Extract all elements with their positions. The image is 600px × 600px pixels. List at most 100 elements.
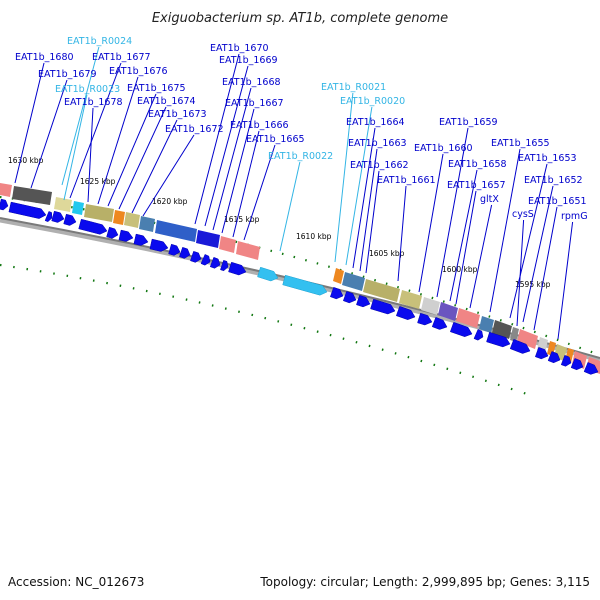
cds-arrow[interactable] bbox=[417, 312, 433, 326]
feature-block[interactable] bbox=[84, 204, 114, 222]
feature-block[interactable] bbox=[479, 316, 494, 333]
gene-label[interactable]: EAT1b_1669 bbox=[219, 55, 278, 66]
cds-arrow[interactable] bbox=[63, 213, 77, 226]
kbp-ruler: 1630 kbp 1625 kbp 1620 kbp 1615 kbp 1610 kbp… bbox=[8, 156, 551, 289]
feature-block[interactable] bbox=[54, 197, 72, 212]
feature-block[interactable] bbox=[363, 279, 400, 302]
cds-arrow[interactable] bbox=[220, 259, 229, 272]
gene-label[interactable]: EAT1b_1653 bbox=[518, 153, 577, 164]
gene-label[interactable]: EAT1b_R0021 bbox=[321, 82, 386, 93]
leader-line bbox=[30, 79, 68, 189]
gene-label[interactable]: EAT1b_1667 bbox=[225, 98, 284, 109]
feature-block[interactable] bbox=[12, 186, 52, 205]
rna-arrow[interactable] bbox=[282, 274, 328, 296]
gene-label[interactable]: EAT1b_1680 bbox=[15, 52, 74, 63]
cds-arrow[interactable] bbox=[431, 316, 448, 330]
gene-label[interactable]: EAT1b_1670 bbox=[210, 43, 269, 54]
cds-arrow[interactable] bbox=[228, 261, 247, 276]
gene-label[interactable]: EAT1b_1679 bbox=[38, 69, 97, 80]
cds-arrow[interactable] bbox=[190, 250, 202, 263]
gene-label[interactable]: rpmG bbox=[561, 211, 588, 222]
gene-label[interactable]: EAT1b_1655 bbox=[491, 138, 550, 149]
cds-arrow[interactable] bbox=[449, 321, 473, 337]
cds-arrow[interactable] bbox=[78, 218, 108, 235]
gene-label[interactable]: EAT1b_R0020 bbox=[340, 96, 405, 107]
feature-block[interactable] bbox=[124, 212, 140, 228]
feature-block[interactable] bbox=[139, 216, 155, 232]
gene-label[interactable]: EAT1b_R0022 bbox=[268, 151, 333, 162]
gene-label[interactable]: EAT1b_1668 bbox=[222, 77, 281, 88]
gene-label[interactable]: EAT1b_R0023 bbox=[55, 84, 120, 95]
cds-arrow[interactable] bbox=[547, 351, 561, 364]
feature-block[interactable] bbox=[438, 302, 458, 321]
gene-label[interactable]: EAT1b_R0024 bbox=[67, 36, 132, 47]
cds-arrow[interactable] bbox=[356, 294, 371, 308]
cds-arrow[interactable] bbox=[209, 256, 221, 269]
feature-block[interactable] bbox=[72, 201, 84, 215]
cds-arrow[interactable] bbox=[44, 211, 53, 222]
gene-label[interactable]: EAT1b_1673 bbox=[148, 109, 207, 120]
gene-label[interactable]: EAT1b_1652 bbox=[524, 175, 583, 186]
gene-label[interactable]: EAT1b_1658 bbox=[448, 159, 507, 170]
gene-label[interactable]: EAT1b_1663 bbox=[348, 138, 407, 149]
feature-block[interactable] bbox=[492, 320, 512, 339]
gene-label[interactable]: EAT1b_1664 bbox=[346, 117, 405, 128]
cds-arrow[interactable] bbox=[149, 238, 169, 252]
cds-arrow[interactable] bbox=[168, 243, 181, 256]
feature-block[interactable] bbox=[510, 327, 519, 342]
gene-label[interactable]: EAT1b_1665 bbox=[246, 134, 305, 145]
cds-arrow[interactable] bbox=[106, 226, 119, 239]
feature-block[interactable] bbox=[456, 308, 480, 328]
cds-arrow[interactable] bbox=[133, 233, 149, 246]
gene-label[interactable]: EAT1b_1659 bbox=[439, 117, 498, 128]
feature-block[interactable] bbox=[113, 210, 125, 225]
feature-block[interactable] bbox=[219, 236, 236, 253]
cds-arrow[interactable] bbox=[570, 358, 584, 371]
gene-label[interactable]: EAT1b_1661 bbox=[377, 175, 436, 186]
gene-label[interactable]: cysS bbox=[512, 209, 534, 220]
cds-arrow[interactable] bbox=[118, 229, 134, 242]
feature-block[interactable] bbox=[421, 297, 440, 315]
feature-block[interactable] bbox=[342, 272, 365, 291]
kbp-tick-label: 1605 kbp bbox=[369, 249, 405, 258]
cds-arrow[interactable] bbox=[473, 329, 484, 341]
cds-arrow[interactable] bbox=[342, 290, 357, 304]
cds-arrow[interactable] bbox=[583, 362, 599, 375]
gene-label[interactable]: EAT1b_1675 bbox=[127, 83, 186, 94]
gene-label[interactable]: EAT1b_1666 bbox=[230, 120, 289, 131]
cds-arrow[interactable] bbox=[51, 210, 65, 223]
gene-label[interactable]: EAT1b_1672 bbox=[165, 124, 224, 135]
feature-block[interactable] bbox=[236, 241, 260, 260]
gene-label[interactable]: EAT1b_1677 bbox=[92, 52, 151, 63]
gene-label[interactable]: EAT1b_1676 bbox=[109, 66, 168, 77]
gene-label[interactable]: EAT1b_1662 bbox=[350, 160, 409, 171]
cds-arrow[interactable] bbox=[0, 198, 9, 211]
cds-arrow[interactable] bbox=[200, 254, 211, 266]
gene-label[interactable]: EAT1b_1678 bbox=[64, 97, 123, 108]
feature-block[interactable] bbox=[399, 290, 422, 309]
gene-label[interactable]: EAT1b_1657 bbox=[447, 180, 506, 191]
cds-arrow[interactable] bbox=[370, 298, 396, 315]
gene-arrows bbox=[0, 198, 599, 375]
feature-block[interactable] bbox=[196, 230, 220, 248]
rna-arrow[interactable] bbox=[257, 266, 279, 282]
gene-label[interactable]: EAT1b_1660 bbox=[414, 143, 473, 154]
cds-arrow[interactable] bbox=[179, 246, 191, 259]
cds-arrow[interactable] bbox=[329, 286, 344, 300]
cds-arrow[interactable] bbox=[534, 346, 549, 360]
leader-line bbox=[436, 127, 469, 298]
gene-label[interactable]: gltX bbox=[480, 194, 499, 205]
feature-block[interactable] bbox=[333, 268, 344, 284]
leader-line bbox=[334, 92, 354, 263]
cds-arrow[interactable] bbox=[8, 201, 47, 219]
feature-block[interactable] bbox=[155, 220, 197, 242]
cds-arrow[interactable] bbox=[509, 338, 531, 354]
feature-block[interactable] bbox=[0, 183, 12, 197]
leader-line bbox=[118, 106, 167, 210]
gene-label[interactable]: EAT1b_1674 bbox=[137, 96, 196, 107]
cds-arrow[interactable] bbox=[395, 305, 416, 320]
cds-arrow[interactable] bbox=[486, 331, 511, 348]
kbp-tick-label: 1615 kbp bbox=[224, 215, 260, 224]
gene-label[interactable]: EAT1b_1651 bbox=[528, 196, 587, 207]
cds-arrow[interactable] bbox=[560, 354, 572, 367]
